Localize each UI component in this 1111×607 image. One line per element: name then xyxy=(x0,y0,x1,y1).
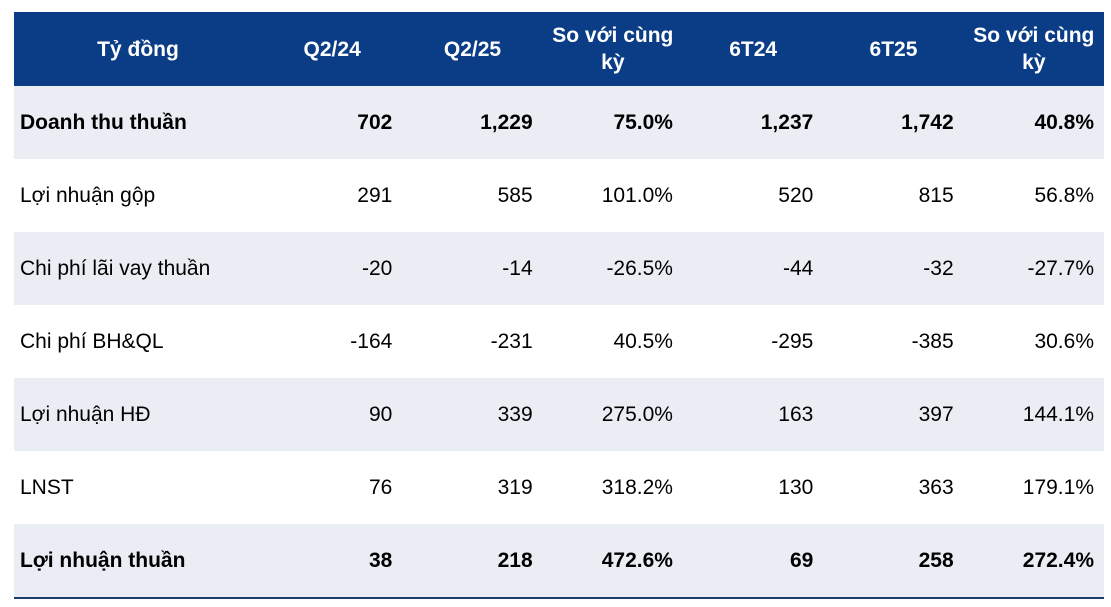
cell-value: 1,237 xyxy=(682,86,824,159)
cell-value: 40.5% xyxy=(613,329,673,353)
cell-value: 702 xyxy=(262,86,403,159)
cell-value: 76 xyxy=(368,475,393,499)
header-row: Tỷ đồng Q2/24 Q2/25 So với cùng kỳ 6T24 … xyxy=(14,12,1104,86)
cell-value: 144.1% xyxy=(963,378,1104,451)
header-unit: Tỷ đồng xyxy=(14,12,262,86)
table-row: Doanh thu thuần 702 1,229 75.0% 1,237 1,742 40… xyxy=(14,86,1104,159)
cell-value: 30.6% xyxy=(1034,329,1094,353)
header-q2-25: Q2/25 xyxy=(402,12,543,86)
cell-value: -26.5% xyxy=(542,232,683,305)
header-6t25: 6T25 xyxy=(823,12,964,86)
cell-value: 218 xyxy=(402,524,543,599)
row-label: Doanh thu thuần xyxy=(14,86,262,159)
row-label: Lợi nhuận gộp xyxy=(20,183,156,207)
cell-value: 319 xyxy=(497,475,533,499)
cell-value: 90 xyxy=(262,378,403,451)
cell-value: 130 xyxy=(778,475,814,499)
cell-value: 56.8% xyxy=(1034,183,1094,207)
financial-table: Tỷ đồng Q2/24 Q2/25 So với cùng kỳ 6T24 … xyxy=(14,12,1104,599)
cell-value: 815 xyxy=(918,183,954,207)
table-row: Chi phí lãi vay thuần -20 -14 -26.5% -44 -32-… xyxy=(14,232,1104,305)
row-label: Chi phí BH&QL xyxy=(20,329,164,353)
cell-value: -295 xyxy=(771,329,814,353)
table-row: Lợi nhuận HĐ 90 339 275.0% 163 397 144.1% xyxy=(14,378,1104,451)
cell-value: -20 xyxy=(262,232,403,305)
cell-value: 318.2% xyxy=(601,475,673,499)
cell-value: -27.7% xyxy=(963,232,1104,305)
cell-value: 38 xyxy=(262,524,403,599)
cell-value: 69 xyxy=(682,524,824,599)
cell-value: -164 xyxy=(350,329,393,353)
table-row: Lợi nhuận gộp 291 585 101.0% 520 815 56.8% xyxy=(14,159,1104,232)
cell-value: 75.0% xyxy=(542,86,683,159)
cell-value: 339 xyxy=(402,378,543,451)
cell-value: 291 xyxy=(357,183,393,207)
table-row: LNST 76 319 318.2% 130 363 179.1% xyxy=(14,451,1104,524)
table-row: Lợi nhuận thuần 38 218 472.6% 69 258 272.4% xyxy=(14,524,1104,599)
header-q2-24: Q2/24 xyxy=(262,12,403,86)
cell-value: 472.6% xyxy=(542,524,683,599)
cell-value: -231 xyxy=(490,329,533,353)
cell-value: -32 xyxy=(823,232,964,305)
cell-value: 1,229 xyxy=(402,86,543,159)
cell-value: -44 xyxy=(682,232,824,305)
cell-value: 1,742 xyxy=(823,86,964,159)
cell-value: -14 xyxy=(402,232,543,305)
header-yoy-half: So với cùng kỳ xyxy=(963,12,1104,86)
cell-value: 101.0% xyxy=(601,183,673,207)
header-6t24: 6T24 xyxy=(682,12,824,86)
row-label: Lợi nhuận HĐ xyxy=(14,378,262,451)
row-label: Chi phí lãi vay thuần xyxy=(14,232,262,305)
cell-value: 258 xyxy=(823,524,964,599)
cell-value: 272.4% xyxy=(963,524,1104,599)
cell-value: 163 xyxy=(682,378,824,451)
row-label: LNST xyxy=(20,475,74,499)
row-label: Lợi nhuận thuần xyxy=(14,524,262,599)
cell-value: 585 xyxy=(497,183,533,207)
cell-value: 179.1% xyxy=(1022,475,1094,499)
cell-value: 275.0% xyxy=(542,378,683,451)
cell-value: -385 xyxy=(911,329,954,353)
cell-value: 363 xyxy=(918,475,954,499)
cell-value: 520 xyxy=(778,183,814,207)
table-row: Chi phí BH&QL -164 -231 40.5% -295 -385 30.6% xyxy=(14,305,1104,378)
cell-value: 40.8% xyxy=(963,86,1104,159)
header-yoy-quarter: So với cùng kỳ xyxy=(542,12,683,86)
cell-value: 397 xyxy=(823,378,964,451)
